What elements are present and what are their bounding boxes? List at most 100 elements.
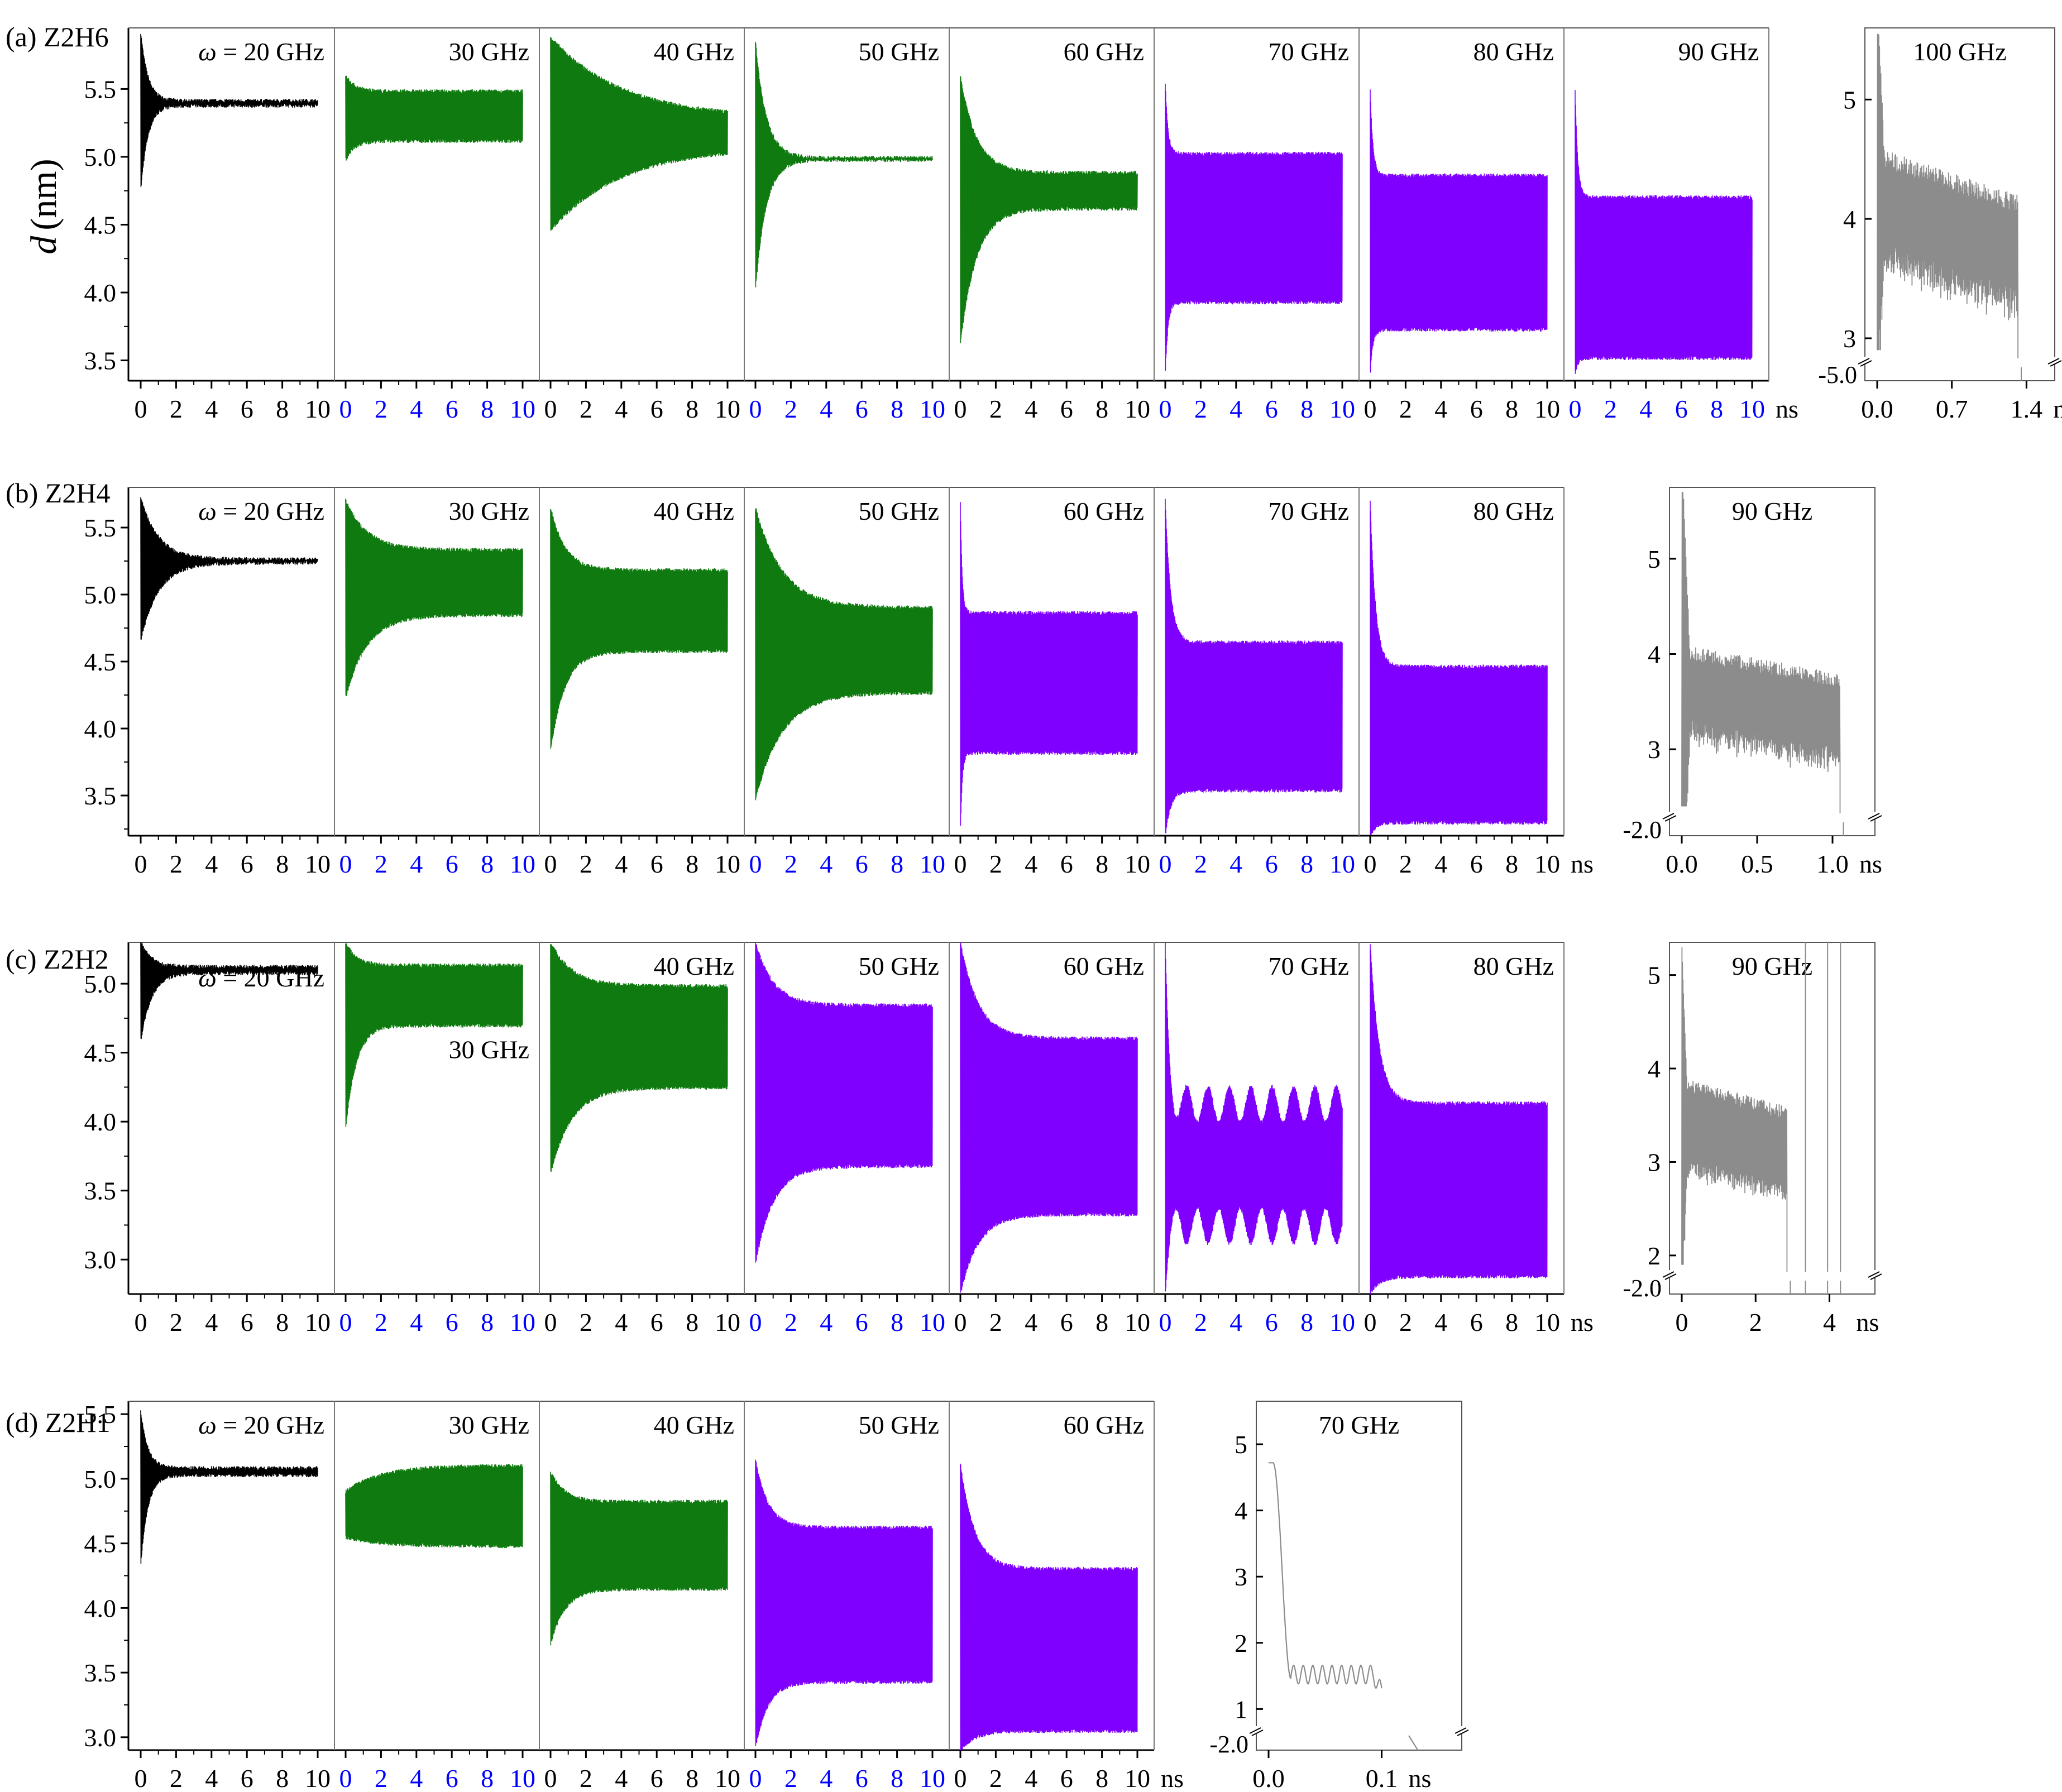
y-tick-label: 5.5 [84, 75, 117, 103]
x-tick-label: 10 [1534, 850, 1560, 878]
subplot-6: 0 2 4 6 8 10 70 GHz [1159, 487, 1360, 878]
x-unit-label: ns [1571, 1308, 1594, 1336]
y-tick-label: 5.0 [84, 143, 117, 171]
y-tick-label: 4.5 [84, 210, 117, 239]
x-tick-label: 10 [715, 1308, 740, 1336]
x-tick-label: 2 [784, 1764, 797, 1792]
y-tick-label: 5.5 [84, 514, 117, 542]
inset-trace [1681, 947, 1788, 1272]
frequency-label: 50 GHz [859, 1411, 939, 1439]
x-tick-label: 4 [615, 1308, 628, 1336]
inset-x-tick-label: 0.7 [1936, 395, 1968, 423]
inset-rupture-tail [1408, 1735, 1419, 1751]
inset-y-tick-label: 2 [1648, 1242, 1661, 1270]
inset-trace [1877, 33, 2018, 358]
x-tick-label: 4 [820, 850, 833, 878]
x-tick-label: 2 [1399, 850, 1412, 878]
x-tick-label: 10 [305, 850, 331, 878]
x-tick-label: 10 [1329, 395, 1355, 423]
x-tick-label: 10 [305, 1308, 331, 1336]
axis-break-mark [1455, 1727, 1469, 1736]
frequency-label: 50 GHz [859, 497, 939, 525]
oscillation-trace [550, 37, 728, 231]
subplot-2: 0 2 4 6 8 10 30 GHz [339, 487, 540, 878]
x-tick-label: 0 [749, 1308, 762, 1336]
y-axis: 5.5 5.0 4.5 4.0 3.5 [84, 75, 128, 375]
x-tick-label: 6 [241, 395, 253, 423]
x-tick-label: 10 [1329, 850, 1355, 878]
x-tick-label: 10 [1739, 395, 1765, 423]
frequency-label: 60 GHz [1064, 37, 1144, 66]
y-tick-label: 3.5 [84, 1659, 117, 1687]
x-tick-label: 8 [1095, 395, 1108, 423]
frequency-label: 80 GHz [1473, 37, 1554, 66]
oscillation-trace [140, 497, 318, 640]
inset-x-tick-label: 0.0 [1666, 850, 1698, 878]
frequency-label: 40 GHz [654, 37, 734, 66]
x-tick-label: 8 [891, 395, 903, 423]
oscillation-trace [345, 499, 523, 697]
oscillation-trace [755, 942, 933, 1263]
x-tick-label: 4 [1229, 1308, 1242, 1336]
subplot-4: 0 2 4 6 8 10 50 GHz [749, 1401, 950, 1792]
oscillation-trace [1370, 500, 1548, 835]
x-tick-label: 8 [891, 1764, 903, 1792]
x-tick-label: 8 [686, 1764, 699, 1792]
oscillation-trace [1370, 89, 1548, 373]
x-tick-label: 2 [989, 1308, 1002, 1336]
x-tick-label: 4 [1025, 395, 1037, 423]
x-tick-label: 0 [135, 1764, 147, 1792]
x-tick-label: 0 [135, 395, 147, 423]
y-axis: 5.5 5.0 4.5 4.0 3.5 [84, 514, 128, 830]
inset-x-unit: ns [1856, 1308, 1879, 1336]
inset-y-tick-label: 3 [1648, 735, 1661, 764]
x-unit-label: ns [1571, 850, 1594, 878]
x-tick-label: 4 [1025, 1764, 1037, 1792]
x-tick-label: 4 [410, 395, 423, 423]
x-tick-label: 10 [1125, 1308, 1150, 1336]
x-tick-label: 6 [1060, 1764, 1073, 1792]
x-tick-label: 6 [1675, 395, 1688, 423]
axis-break-mark [1868, 813, 1882, 822]
inset-y-break-label: -5.0 [1818, 361, 1857, 389]
x-unit-label: ns [1161, 1764, 1184, 1792]
x-tick-label: 2 [170, 1308, 183, 1336]
x-tick-label: 6 [650, 850, 663, 878]
x-tick-label: 2 [375, 1764, 387, 1792]
y-tick-label: 3.5 [84, 782, 117, 810]
subplot-4: 0 2 4 6 8 10 50 GHz [749, 942, 950, 1336]
x-tick-label: 6 [446, 1308, 458, 1336]
x-tick-label: 6 [1060, 1308, 1073, 1336]
subplot-1: 0 2 4 6 8 10 ω = 20 GHz [135, 942, 335, 1336]
omega-symbol: ω [198, 964, 216, 992]
x-tick-label: 4 [410, 850, 423, 878]
x-tick-label: 4 [1229, 395, 1242, 423]
subplot-8: 0 2 4 6 8 10 ns 90 GHz [1569, 28, 1798, 423]
inset-y-tick-label: 3 [1648, 1148, 1661, 1176]
inset-y-tick-label: 4 [1648, 1055, 1661, 1083]
subplot-7: 0 2 4 6 8 10 ns 80 GHz [1364, 487, 1594, 878]
subplot-4: 0 2 4 6 8 10 50 GHz [749, 28, 950, 423]
inset-x-tick-label: 0.0 [1861, 395, 1893, 423]
x-tick-label: 8 [1710, 395, 1723, 423]
frequency-label: ω = 20 GHz [198, 1411, 324, 1439]
y-tick-label: 3.5 [84, 1177, 117, 1205]
x-tick-label: 2 [1399, 395, 1412, 423]
x-tick-label: 8 [1505, 850, 1518, 878]
y-axis: 5.5 5.0 4.5 4.0 3.5 3.0 [84, 1400, 128, 1752]
x-tick-label: 4 [1639, 395, 1652, 423]
x-tick-label: 2 [170, 1764, 183, 1792]
inset-x-unit: ns [1409, 1764, 1432, 1792]
oscillation-trace [345, 942, 523, 1127]
x-tick-label: 6 [855, 395, 868, 423]
x-tick-label: 4 [615, 1764, 628, 1792]
x-tick-label: 4 [820, 395, 833, 423]
frequency-label: 80 GHz [1473, 497, 1554, 525]
frequency-label: 70 GHz [1269, 497, 1349, 525]
x-tick-label: 4 [205, 850, 218, 878]
y-tick-label: 5.5 [84, 1400, 117, 1429]
oscillation-trace [550, 509, 728, 749]
inset-panel: 5 4 3 -2.00.0 0.5 1.0 ns 90 GHz [1623, 487, 1882, 878]
